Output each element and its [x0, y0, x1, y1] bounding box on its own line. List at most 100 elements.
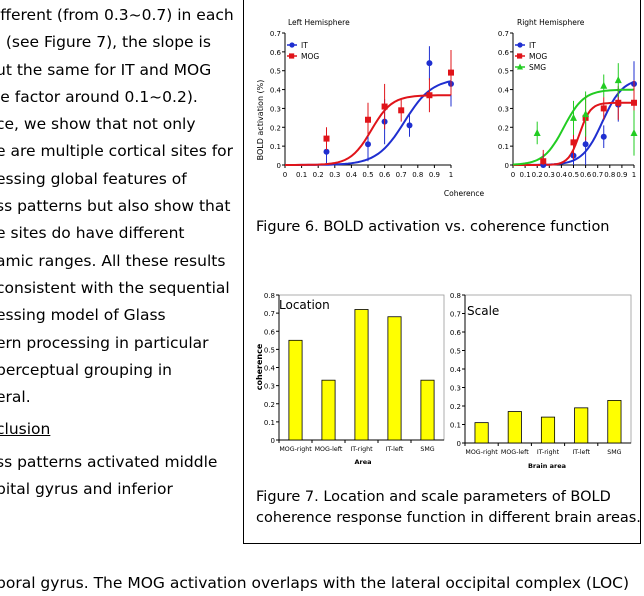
fig7-right-bar	[474, 422, 489, 444]
text-line: amic ranges. All these results	[0, 251, 226, 270]
text-line: essing global features of	[0, 169, 187, 188]
fig7-right-panel: 0 0.1 0.2 0.3 0.4 0.5 0.6 0.7 0.8 MOG-right MOG-le…	[450, 292, 632, 456]
fig7-right-y-tick-label: 0.5	[450, 348, 461, 356]
text-line: e are multiple cortical sites for	[0, 142, 234, 161]
fig6-right-y-tick-label: 0.4	[498, 87, 510, 95]
fig7-right-y-tick-label: 0.2	[450, 403, 461, 411]
fig7-right-title: Scale	[467, 304, 499, 318]
fig6-left-x-tick-label: 1	[449, 171, 453, 179]
fig6-right-y-tick-label: 0.2	[498, 124, 509, 132]
fig7-left-y-tick-label: 0.1	[264, 419, 275, 427]
fig7-right-x-tick-label: SMG	[607, 449, 621, 456]
fig7-left-y-tick-label: 0.7	[264, 310, 275, 318]
fig6-right-point-mog	[600, 105, 607, 112]
fig6-right-legend-marker	[517, 42, 523, 48]
fig7-right-y-tick-label: 0.6	[450, 329, 462, 337]
fig6-left-y-tick-label: 0	[277, 162, 281, 170]
fig7-right-y-tick-label: 0.1	[450, 422, 461, 430]
fig7-left-x-tick-label: IT-right	[350, 446, 373, 453]
fig6-right-x-tick-label: 0.8	[604, 171, 615, 179]
fig6-left-point-mog	[365, 116, 371, 123]
fig6-right-y-tick-label: 0.3	[498, 105, 509, 113]
fig6-right-point-smg	[600, 81, 608, 89]
fig7-left-panel: 0 0.1 0.2 0.3 0.4 0.5 0.6 0.7 0.8 MOG-right MOG-le…	[264, 292, 445, 453]
fig6-left-x-tick-label: 0.3	[329, 171, 340, 179]
fig6-left-x-tick-label: 0.8	[412, 171, 423, 179]
fig6-right-point-smg	[614, 76, 622, 84]
fig6-right-x-tick-label: 0.6	[580, 171, 592, 179]
fig6-right-point-it	[600, 133, 607, 140]
text-line: ce, we show that not only	[0, 115, 196, 134]
fig7-right-y-tick-label: 0.4	[450, 366, 462, 374]
fig7-right-x-tick-label: IT-right	[537, 449, 560, 456]
text-line: eral.	[0, 388, 31, 407]
fig7-right-y-tick-label: 0.3	[450, 385, 461, 393]
fig7-right-bar	[507, 411, 522, 444]
section-heading: clusion	[0, 420, 51, 439]
fig6-left-point-mog	[398, 107, 405, 114]
fig6-right-y-tick-label: 0.6	[498, 49, 510, 57]
fig6-right-legend-marker	[517, 63, 523, 70]
text-line: ern processing in particular	[0, 333, 209, 352]
text-line: ifferent (from 0.3~0.7) in each	[0, 6, 234, 24]
fig6-left-y-tick-label: 0.6	[270, 49, 282, 57]
text-line: perceptual grouping in	[0, 360, 172, 379]
fig6-right-panel: 00.10.20.30.40.50.60.70 0.1 0.2 0.3 0.4 0.5 0.…	[498, 30, 638, 179]
fig6-right-x-tick-label: 1	[632, 171, 636, 179]
fig7-right-xlabel: Brain area	[528, 462, 566, 470]
fig6-right-point-it	[582, 141, 589, 148]
fig6-left-y-tick-label: 0.5	[270, 68, 281, 76]
fig7-left-y-tick-label: 0.3	[264, 383, 275, 391]
fig7-left-y-tick-label: 0.5	[264, 346, 275, 354]
fig6-right-legend-label: IT	[529, 41, 536, 50]
fig6-left-x-tick-label: 0.7	[396, 171, 407, 179]
fig7-left-xlabel: Area	[354, 458, 371, 466]
fig6-right-point-mog	[540, 158, 547, 165]
fig6-ylabel: BOLD activation (%)	[256, 80, 265, 161]
fig7-left-bar	[354, 309, 369, 441]
fig6-right-point-smg	[533, 128, 541, 136]
fig6-right-x-tick-label: 0.2	[532, 171, 543, 179]
fig6-right-legend-label: MOG	[529, 52, 547, 61]
fig6-left-x-tick-label: 0.4	[346, 171, 358, 179]
fig6-right-title: Right Hemisphere	[517, 18, 585, 27]
text-line: (see Figure 7), the slope is	[0, 33, 211, 52]
fig7-left-x-tick-label: IT-left	[386, 446, 404, 453]
fig6-right-point-mog	[615, 99, 622, 106]
fig7-left-x-tick-label: MOG-left	[315, 446, 343, 453]
fig6-left-point-mog	[381, 103, 388, 110]
text-line: ut the same for IT and MOG	[0, 60, 212, 79]
fig6-right-y-tick-label: 0.5	[498, 68, 509, 76]
fig6-left-legend-label: IT	[301, 41, 308, 50]
fig6-right-point-smg	[582, 110, 590, 118]
fig6-right-point-smg	[630, 128, 638, 136]
body-text-column: ifferent (from 0.3~0.7) in each (see Fig…	[0, 2, 234, 503]
fig7-left-y-tick-label: 0	[271, 437, 275, 445]
fig7-left-bar	[420, 379, 435, 441]
fig7-left-x-tick-label: SMG	[420, 446, 434, 453]
figure-box	[243, 0, 641, 544]
fig7-left-y-tick-label: 0.4	[264, 365, 276, 373]
fig7-right-x-tick-label: IT-left	[572, 449, 590, 456]
fig6-left-x-tick-label: 0.5	[362, 171, 373, 179]
fig7-ylabel: coherence	[255, 343, 264, 390]
fig6-left-point-it	[365, 141, 371, 148]
figure6-caption: Figure 6. BOLD activation vs. coherence …	[256, 219, 610, 235]
fig7-left-y-tick-label: 0.8	[264, 292, 275, 300]
fig6-left-y-tick-label: 0.3	[270, 105, 281, 113]
fig6-left-point-mog	[448, 69, 454, 76]
text-line: ss patterns but also show that	[0, 197, 231, 216]
fig6-left-legend-label: MOG	[301, 52, 319, 61]
text-line: e sites do have different	[0, 224, 185, 243]
fig7-right-y-tick-label: 0	[457, 440, 461, 448]
text-line-full-width: poral gyrus. The MOG activation overlaps…	[0, 574, 630, 592]
figure7-caption: Figure 7. Location and scale parameters …	[256, 487, 641, 529]
fig7-right-bar	[607, 400, 622, 444]
fig6-left-x-tick-label: 0	[283, 171, 287, 179]
fig6-left-x-tick-label: 0.1	[296, 171, 307, 179]
fig7-left-y-tick-label: 0.6	[264, 328, 276, 336]
fig6-xlabel: Coherence	[444, 189, 485, 198]
fig6-right-y-tick-label: 0	[505, 162, 509, 170]
fig7-right-y-tick-label: 0.8	[450, 292, 461, 300]
fig6-right-legend-marker	[517, 53, 523, 59]
